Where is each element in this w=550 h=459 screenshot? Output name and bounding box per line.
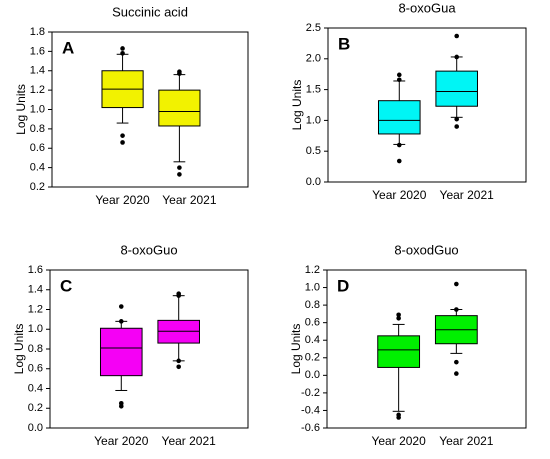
y-tick-label: 1.6 [30, 45, 45, 57]
outlier [120, 140, 125, 145]
y-tick-label: 0.2 [305, 352, 320, 364]
outlier [454, 124, 460, 129]
x-tick-label: Year 2020 [94, 434, 149, 448]
x-tick-label: Year 2020 [371, 434, 426, 448]
outlier [396, 312, 401, 318]
panel-label: B [338, 34, 350, 53]
x-tick-label: Year 2021 [440, 188, 495, 202]
y-tick-label: 1.2 [305, 264, 320, 276]
y-tick-label: 1.5 [306, 84, 321, 96]
y-tick-label: 1.0 [30, 103, 45, 115]
outlier [176, 364, 181, 370]
plot-frame [51, 31, 249, 188]
y-tick-label: 1.2 [28, 303, 43, 315]
y-tick-label: -0.6 [301, 422, 320, 434]
outlier [396, 158, 402, 164]
outlier [176, 358, 181, 364]
x-tick-label: Year 2021 [162, 434, 217, 448]
outlier [454, 307, 459, 312]
box [99, 327, 143, 377]
y-tick-label: 1.0 [28, 323, 43, 335]
y-tick-label: 0.6 [305, 317, 320, 329]
chart-title: 8-oxoGuo [120, 242, 177, 257]
panel-label: D [337, 276, 349, 295]
outlier [454, 359, 459, 365]
y-axis-label: Log Units [290, 80, 304, 131]
panel-label: C [60, 276, 72, 295]
x-tick-label: Year 2021 [439, 434, 494, 448]
outlier [120, 133, 125, 138]
panel-label: A [62, 38, 74, 57]
chart-title: 8-oxoGua [398, 0, 456, 15]
chart-title: 8-oxodGuo [394, 242, 458, 257]
outlier [396, 72, 402, 78]
y-tick-label: 0.8 [30, 123, 45, 135]
x-tick-label: Year 2020 [95, 193, 150, 207]
outlier [454, 371, 459, 376]
y-tick-label: -0.4 [301, 404, 320, 416]
outlier [454, 33, 460, 39]
y-axis-label: Log Units [14, 84, 28, 135]
outlier [177, 165, 182, 170]
y-tick-label: 0.0 [305, 369, 320, 381]
outlier [118, 403, 124, 409]
y-tick-label: 0.0 [28, 422, 43, 434]
y-tick-label: 0.8 [28, 343, 43, 355]
outlier [454, 116, 460, 122]
outlier [118, 319, 124, 324]
y-tick-label: -0.2 [301, 387, 320, 399]
y-tick-label: 2.5 [306, 22, 321, 34]
y-tick-label: 1.8 [30, 26, 45, 38]
y-tick-label: 0.2 [28, 402, 43, 414]
outlier [176, 293, 181, 298]
plot-frame [326, 269, 527, 429]
outlier [396, 415, 401, 420]
x-tick-label: Year 2021 [162, 193, 217, 207]
y-tick-label: 1.0 [305, 281, 320, 293]
y-tick-label: 1.4 [28, 284, 43, 296]
y-tick-label: 1.4 [30, 65, 45, 77]
outlier [118, 304, 124, 309]
outlier [177, 71, 182, 76]
plot-frame [327, 27, 527, 183]
y-tick-label: 0.4 [30, 162, 45, 174]
outlier [120, 46, 125, 51]
y-tick-label: 2.0 [306, 53, 321, 65]
chart-title: Succinic acid [112, 4, 188, 19]
y-tick-label: 0.6 [30, 142, 45, 154]
outlier [396, 77, 402, 83]
outlier [396, 142, 402, 148]
outlier [454, 281, 459, 287]
y-axis-label: Log Units [12, 324, 26, 375]
box [377, 335, 421, 368]
y-tick-label: 0.5 [306, 145, 321, 157]
y-tick-label: 0.4 [305, 334, 320, 346]
y-tick-label: 0.4 [28, 382, 43, 394]
y-tick-label: 1.2 [30, 84, 45, 96]
y-tick-label: 0.2 [30, 181, 45, 193]
outlier [396, 315, 401, 321]
y-tick-label: 0.8 [305, 299, 320, 311]
box [435, 70, 478, 107]
outlier [120, 51, 125, 56]
outlier [177, 172, 182, 177]
y-tick-label: 0.6 [28, 363, 43, 375]
box [158, 89, 201, 127]
outlier [454, 54, 460, 60]
plot-frame [49, 269, 249, 429]
y-axis-label: Log Units [289, 324, 303, 375]
x-tick-label: Year 2020 [372, 188, 427, 202]
box [377, 100, 421, 135]
y-tick-label: 1.6 [28, 264, 43, 276]
y-tick-label: 1.0 [306, 114, 321, 126]
y-tick-label: 0.0 [306, 176, 321, 188]
